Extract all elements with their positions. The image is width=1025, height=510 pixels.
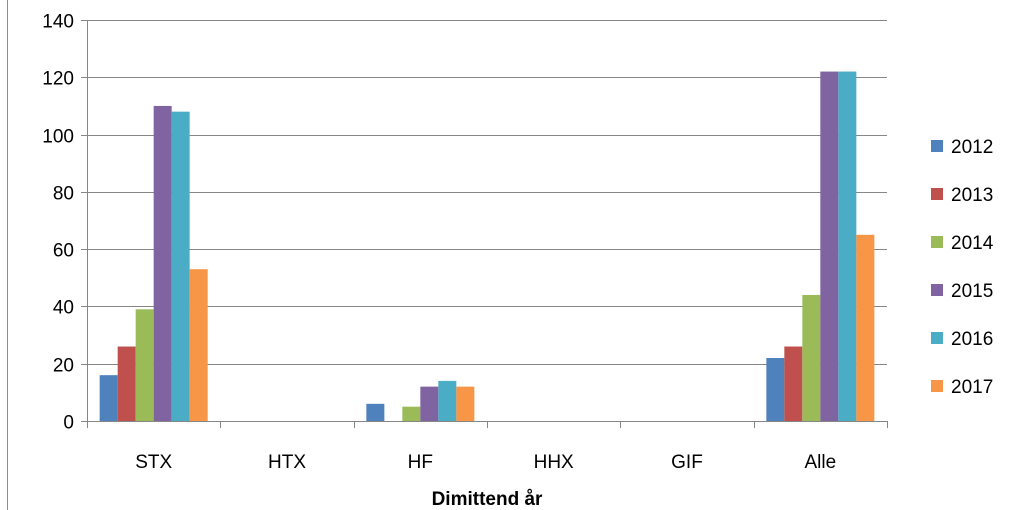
bar-2015-hf: [420, 386, 439, 421]
legend-swatch-2015: [931, 284, 943, 296]
bar-2012-alle: [766, 357, 785, 421]
bar-2017-hf: [456, 386, 475, 421]
bar-2014-alle: [802, 294, 821, 421]
bar-2013-stx: [117, 346, 136, 421]
legend-label-2012: 2012: [951, 137, 993, 158]
legend-label-2016: 2016: [951, 329, 993, 350]
legend-swatch-2016: [931, 332, 943, 344]
y-tick-label: 0: [63, 413, 74, 434]
bar-2016-alle: [838, 71, 857, 422]
bar-2012-stx: [99, 375, 118, 421]
bar-2014-hf: [402, 406, 421, 421]
y-tick-label: 80: [53, 184, 74, 205]
legend-swatch-2012: [931, 140, 943, 152]
x-category-label: HTX: [268, 452, 306, 473]
bar-2013-alle: [784, 346, 803, 421]
bar-2017-stx: [189, 269, 208, 421]
x-category-label: GIF: [671, 452, 703, 473]
bar-2017-alle: [856, 234, 875, 421]
bar-2016-hf: [438, 380, 457, 421]
x-axis-title: Dimittend år: [432, 489, 543, 510]
legend-swatch-2013: [931, 188, 943, 200]
legend-swatch-2017: [931, 380, 943, 392]
bar-2012-hf: [366, 403, 385, 421]
bar-2016-stx: [171, 111, 190, 422]
x-category-label: HF: [408, 452, 433, 473]
x-category-label: HHX: [534, 452, 574, 473]
y-tick-label: 120: [42, 69, 74, 90]
legend-label-2015: 2015: [951, 281, 993, 302]
y-tick-label: 40: [53, 298, 74, 319]
legend-label-2017: 2017: [951, 377, 993, 398]
y-tick-label: 60: [53, 241, 74, 262]
y-tick-label: 100: [42, 127, 74, 148]
legend-swatch-2014: [931, 236, 943, 248]
y-tick-label: 20: [53, 356, 74, 377]
legend-label-2013: 2013: [951, 185, 993, 206]
bar-2015-stx: [153, 105, 172, 421]
y-tick-label: 140: [42, 12, 74, 33]
x-category-label: Alle: [804, 452, 836, 473]
bar-2014-stx: [135, 309, 154, 421]
bar-2015-alle: [820, 71, 839, 422]
legend-label-2014: 2014: [951, 233, 994, 254]
x-category-label: STX: [135, 452, 172, 473]
